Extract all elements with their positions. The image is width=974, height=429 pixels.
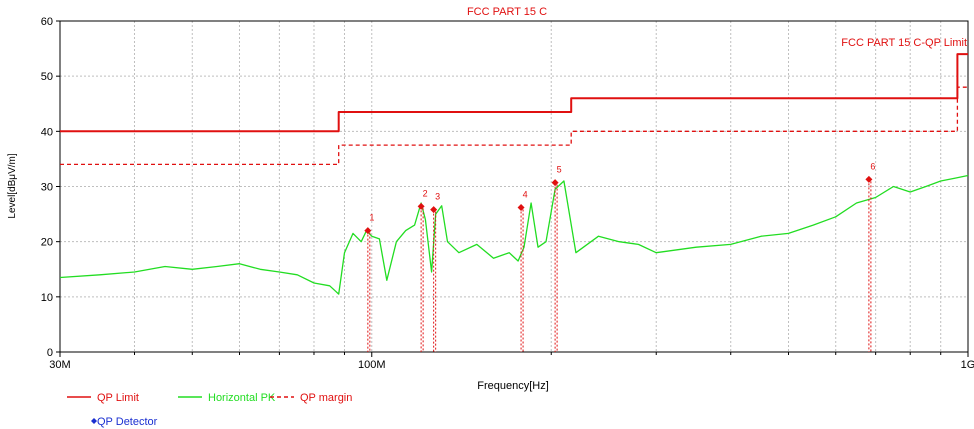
marker-group: 12 3 45 6 bbox=[364, 161, 875, 352]
series-group bbox=[60, 54, 968, 294]
y-tick-label: 40 bbox=[41, 126, 53, 138]
legend: QP Limit Horizontal PK QP margin QP Detecto… bbox=[67, 392, 352, 428]
y-tick-label: 10 bbox=[41, 292, 53, 304]
legend-label: QP Limit bbox=[97, 392, 139, 404]
series-horizontal-pk bbox=[60, 176, 968, 295]
x-axis-ticks: 30M 100M 1G bbox=[49, 352, 974, 371]
legend-item: QP Limit bbox=[67, 392, 139, 404]
y-axis-ticks: 0 10 20 30 40 50 60 bbox=[41, 16, 60, 359]
y-tick-label: 60 bbox=[41, 16, 53, 28]
x-tick-label: 1G bbox=[961, 359, 974, 371]
series-qp-limit bbox=[60, 54, 968, 131]
legend-item: QP Detector bbox=[91, 416, 158, 428]
legend-label: Horizontal PK bbox=[208, 392, 276, 404]
chart-title: FCC PART 15 C bbox=[467, 6, 547, 18]
legend-item: Horizontal PK bbox=[178, 392, 276, 404]
legend-label: QP margin bbox=[300, 392, 352, 404]
x-tick-label: 30M bbox=[49, 359, 70, 371]
marker-label: 2 bbox=[423, 188, 428, 198]
marker-label: 1 bbox=[369, 213, 374, 223]
marker-label: 3 bbox=[435, 192, 440, 202]
marker-label: 4 bbox=[523, 189, 528, 199]
y-tick-label: 0 bbox=[47, 347, 53, 359]
y-tick-label: 20 bbox=[41, 237, 53, 249]
marker-label: 6 bbox=[870, 161, 875, 171]
limit-label: FCC PART 15 C-QP Limit bbox=[841, 37, 967, 49]
legend-label: QP Detector bbox=[97, 416, 158, 428]
marker-label: 5 bbox=[557, 165, 562, 175]
y-tick-label: 30 bbox=[41, 182, 53, 194]
x-axis-label: Frequency[Hz] bbox=[477, 380, 549, 392]
grid-lines bbox=[60, 21, 968, 352]
legend-item: QP margin bbox=[270, 392, 352, 404]
y-axis-label: Level[dBμV/m] bbox=[7, 153, 18, 218]
x-tick-label: 100M bbox=[358, 359, 386, 371]
y-tick-label: 50 bbox=[41, 71, 53, 83]
